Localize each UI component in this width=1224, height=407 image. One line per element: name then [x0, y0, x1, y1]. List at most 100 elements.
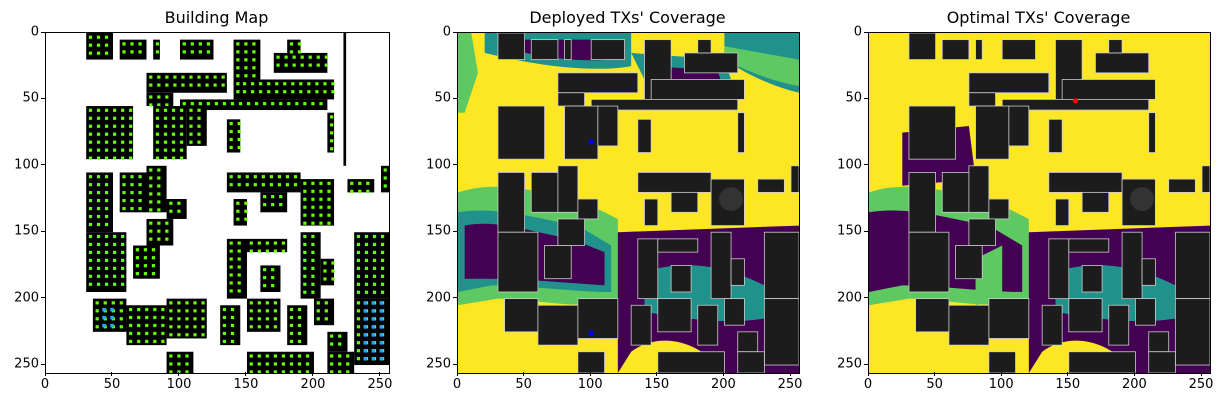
building-marker [261, 175, 265, 179]
building-marker [138, 183, 142, 187]
building-marker [143, 272, 148, 276]
building-marker [303, 274, 307, 278]
building-marker [327, 213, 331, 217]
y-tick-mark [453, 230, 457, 232]
building-marker [129, 307, 133, 312]
building-marker [137, 339, 141, 343]
building [657, 351, 725, 373]
building-marker [236, 74, 240, 78]
building-marker [197, 83, 201, 87]
building-marker [165, 95, 169, 99]
building-marker [265, 309, 269, 313]
building-marker [292, 55, 296, 59]
y-tick-mark [864, 97, 868, 99]
building-marker [145, 307, 149, 312]
building-marker [252, 50, 256, 54]
building [1130, 187, 1155, 211]
building-marker [177, 317, 181, 321]
y-tick-mark [41, 31, 45, 33]
building-marker [229, 137, 233, 142]
building-marker [138, 191, 142, 195]
building-marker [350, 189, 354, 193]
building-marker [283, 90, 287, 94]
x-tick-label: 150 [644, 377, 670, 392]
building-marker [135, 256, 139, 260]
x-tick-mark [245, 372, 247, 376]
tx-marker [1072, 98, 1079, 104]
building-marker [121, 132, 125, 136]
building-marker [104, 191, 109, 195]
building-marker [356, 242, 361, 247]
building-marker [145, 331, 149, 336]
building-marker [289, 370, 294, 373]
building-marker [303, 242, 307, 247]
building-marker [206, 42, 210, 46]
building-marker [364, 258, 369, 262]
building-marker [319, 189, 323, 193]
building-marker [155, 140, 160, 144]
building-marker [104, 124, 109, 128]
building-marker [163, 132, 168, 136]
building-marker [88, 183, 93, 187]
building-marker [137, 315, 141, 320]
building-marker [311, 213, 315, 217]
building [908, 33, 937, 60]
building-marker [289, 315, 294, 320]
x-tick-mark [589, 372, 591, 376]
building-marker [197, 108, 201, 112]
building-marker [330, 370, 334, 373]
building-marker [383, 168, 387, 172]
building-marker-highlight [363, 357, 368, 361]
x-tick-label: 100 [988, 377, 1014, 392]
building-marker [265, 362, 269, 366]
building-marker [305, 354, 310, 358]
building-marker [372, 266, 377, 270]
building-marker [96, 274, 101, 278]
building-marker [245, 183, 249, 187]
building-marker [237, 241, 241, 245]
building-marker [165, 75, 169, 79]
building-marker [265, 370, 269, 373]
building-marker [193, 301, 197, 305]
building [737, 351, 765, 373]
building-marker [249, 241, 253, 245]
building-marker [173, 83, 177, 87]
x-tick-label: 150 [1055, 377, 1081, 392]
building-marker [104, 206, 109, 211]
building-marker [236, 217, 240, 221]
y-tick-mark [864, 230, 868, 232]
building [240, 79, 335, 100]
x-tick-label: 200 [300, 377, 326, 392]
building [637, 172, 712, 193]
building-marker [179, 124, 184, 128]
building-marker [149, 168, 153, 172]
building-marker [169, 309, 173, 313]
building-marker [229, 265, 233, 269]
x-tick-mark [44, 372, 46, 376]
y-tick-label: 100 [837, 157, 862, 173]
building-marker [88, 156, 93, 160]
building-marker [163, 148, 168, 152]
building-marker [111, 301, 115, 305]
building-marker [331, 277, 335, 281]
building-marker [145, 339, 149, 343]
building-marker [112, 148, 117, 152]
building-marker [327, 205, 331, 209]
building [1081, 191, 1110, 213]
x-tick-label: 50 [926, 377, 943, 392]
building-marker [104, 242, 109, 247]
building-marker [236, 42, 240, 46]
building [577, 198, 599, 220]
building-marker [169, 301, 173, 305]
building-marker [273, 317, 277, 321]
building-marker [149, 75, 153, 79]
building-marker [287, 102, 291, 106]
building-marker [319, 181, 323, 185]
building-marker [273, 241, 277, 245]
building-marker [356, 317, 361, 321]
building-marker [380, 266, 385, 270]
building [220, 305, 241, 346]
building-marker [161, 323, 165, 328]
building [730, 258, 745, 286]
building [737, 112, 745, 153]
